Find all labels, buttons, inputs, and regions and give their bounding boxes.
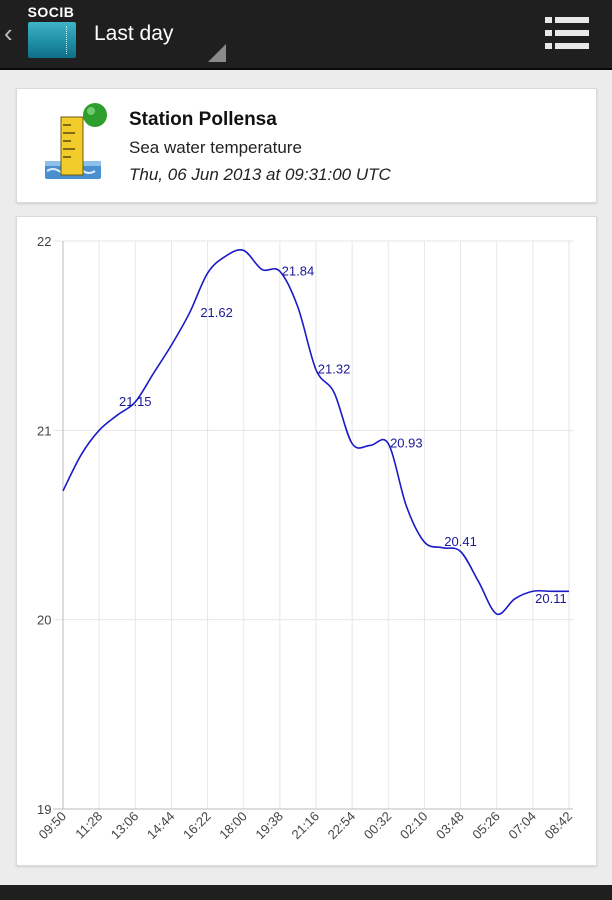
page-title[interactable]: Last day xyxy=(94,22,174,45)
station-variable: Sea water temperature xyxy=(129,138,302,157)
y-tick-label: 22 xyxy=(37,234,51,249)
data-label: 20.41 xyxy=(444,534,477,549)
y-tick-label: 20 xyxy=(37,613,51,628)
station-timestamp: Thu, 06 Jun 2013 at 09:31:00 UTC xyxy=(129,165,391,184)
x-tick-label: 21:16 xyxy=(289,809,323,843)
x-tick-label: 08:42 xyxy=(542,809,576,843)
x-tick-label: 22:54 xyxy=(325,809,359,843)
logo-icon xyxy=(28,22,76,58)
tide-gauge-icon xyxy=(45,103,107,179)
chart-card: 19 20 21 22 09:50 11:28 13:06 14:44 16:22 18:00 19… xyxy=(16,216,597,866)
x-tick-label: 14:44 xyxy=(144,809,178,843)
x-tick-label: 11:28 xyxy=(72,809,105,842)
y-tick-label: 21 xyxy=(37,423,51,438)
data-label: 20.93 xyxy=(390,436,423,451)
station-name: Station Pollensa xyxy=(129,109,277,130)
x-tick-label: 05:26 xyxy=(469,809,503,843)
data-label: 21.62 xyxy=(200,305,233,320)
data-label: 21.32 xyxy=(318,362,351,377)
bottom-bar xyxy=(0,885,612,900)
x-tick-label: 00:32 xyxy=(361,809,395,843)
x-tick-label: 03:48 xyxy=(433,809,467,843)
x-tick-label: 19:38 xyxy=(252,809,286,843)
x-tick-label: 13:06 xyxy=(108,809,142,843)
dropdown-triangle-icon[interactable] xyxy=(208,44,226,62)
series-line xyxy=(62,249,569,616)
data-label: 21.84 xyxy=(282,263,315,278)
x-tick-label: 18:00 xyxy=(216,809,250,843)
x-tick-label: 07:04 xyxy=(505,809,539,843)
action-bar: ‹ SOCIB Last day xyxy=(0,0,612,70)
logo-text: SOCIB xyxy=(27,4,75,20)
x-tick-label: 02:10 xyxy=(397,809,431,843)
y-tick-label: 19 xyxy=(37,802,51,817)
app-logo[interactable]: SOCIB xyxy=(24,4,78,60)
x-tick-label: 16:22 xyxy=(180,809,214,843)
station-card: Station Pollensa Sea water temperature T… xyxy=(16,88,597,203)
data-label: 20.11 xyxy=(535,591,567,606)
data-label: 21.15 xyxy=(119,394,152,409)
menu-icon[interactable] xyxy=(545,16,589,50)
chevron-left-icon[interactable]: ‹ xyxy=(4,18,13,48)
status-indicator xyxy=(83,103,107,127)
